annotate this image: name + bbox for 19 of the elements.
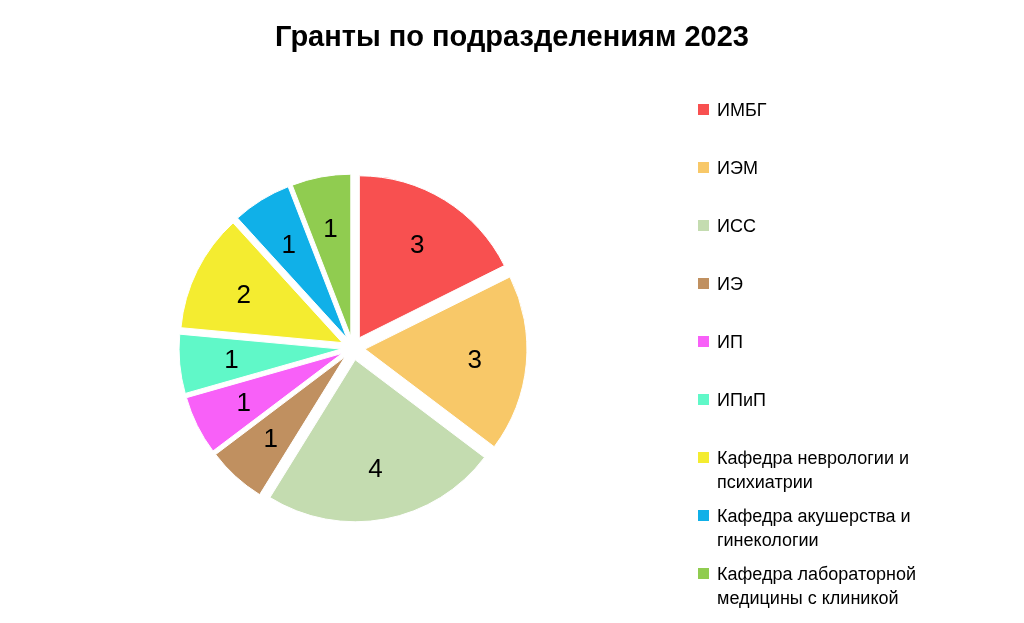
data-label: 3: [467, 344, 482, 375]
data-label: 1: [224, 344, 239, 375]
chart-title: Гранты по подразделениям 2023: [275, 20, 749, 52]
legend-label: Кафедра акушерства и гинекологии: [717, 506, 911, 550]
data-label: 1: [236, 387, 251, 418]
legend-label: Кафедра неврологии и психиатрии: [717, 448, 910, 492]
legend-label: Кафедра лабораторной медицины с клиникой: [717, 564, 916, 608]
data-label: 1: [281, 229, 296, 260]
legend-label: ИСС: [717, 216, 756, 236]
data-label: 3: [410, 229, 425, 260]
legend-label: ИМБГ: [717, 100, 767, 120]
legend-label: ИПиП: [717, 390, 766, 410]
data-label: 1: [323, 212, 338, 243]
data-label: 2: [236, 278, 251, 309]
data-label: 1: [263, 423, 278, 454]
data-label: 4: [368, 453, 383, 484]
legend-label: ИЭМ: [717, 158, 758, 178]
legend-label: ИП: [717, 332, 743, 352]
legend-label: ИЭ: [717, 274, 743, 294]
